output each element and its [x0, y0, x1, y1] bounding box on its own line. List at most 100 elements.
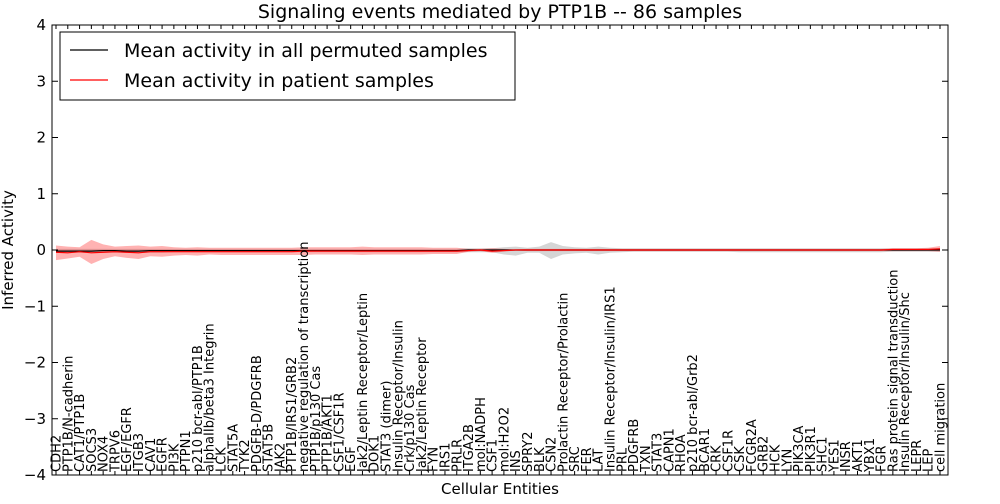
- xtick-label-59: FCGR2A: [745, 419, 760, 472]
- xtick-label-66: YES1: [827, 439, 842, 473]
- xtick-label-18: STAT5B: [262, 424, 277, 472]
- xtick-label-45: FER: [580, 447, 595, 472]
- xtick-label-15: STAT5A: [226, 424, 241, 472]
- xtick-label-9: EGFR: [156, 437, 171, 472]
- xtick-label-39: INS: [509, 450, 524, 472]
- xtick-label-21: negative regulation of transcription: [297, 241, 312, 472]
- xtick-label-69: YBX1: [863, 438, 878, 473]
- xtick-label-73: LEPR: [910, 440, 925, 472]
- xtick-label-10: PI3K: [167, 443, 182, 472]
- xtick-label-36: mol:NADPH: [474, 397, 489, 472]
- xtick-label-29: Insulin Receptor/Insulin: [391, 320, 406, 472]
- ytick-label-4: 0: [36, 241, 46, 259]
- legend-label-permuted: Mean activity in all permuted samples: [124, 40, 487, 62]
- xtick-label-12: p210 bcr-abl/PTP1B: [191, 345, 206, 472]
- xtick-label-54: p210 bcr-abl/Grb2: [686, 354, 701, 472]
- xtick-label-8: CAV1: [144, 438, 159, 472]
- xtick-label-63: PIK3CA: [792, 425, 807, 472]
- xtick-label-28: STAT3 (dimer): [380, 381, 395, 472]
- xtick-label-34: PRLR: [450, 439, 465, 472]
- x-axis-ticks: [55, 25, 941, 475]
- xtick-label-3: SOCS3: [85, 428, 100, 472]
- xtick-label-67: INSR: [839, 441, 854, 472]
- xtick-label-30: Crk/p130 Cas: [403, 384, 418, 472]
- xtick-label-65: SHC1: [816, 437, 831, 472]
- xtick-label-20: PTP1B/IRS1/GRB2: [285, 357, 300, 472]
- xtick-label-62: LYN: [780, 449, 795, 472]
- xtick-label-61: HCK: [768, 444, 783, 472]
- xtick-label-37: CSF1: [486, 439, 501, 472]
- xtick-label-43: Prolactin Receptor/Prolactin: [556, 293, 571, 472]
- band-series-1: [56, 239, 940, 265]
- xtick-label-27: DOK1: [368, 435, 383, 472]
- xtick-label-48: PRL: [615, 447, 630, 472]
- xtick-label-53: RHOA: [674, 434, 689, 472]
- xtick-label-32: FYN: [427, 447, 442, 472]
- xtick-label-72: Insulin Receptor/Insulin/Shc: [898, 292, 913, 472]
- xtick-label-44: SRC: [568, 446, 583, 472]
- xtick-label-33: IRS1: [438, 443, 453, 472]
- x-tick-labels: CDH2PTP1B/N-cadherinCAT1/PTP1BSOCS3NOX4T…: [50, 241, 949, 473]
- xtick-label-56: CRK: [710, 445, 725, 472]
- xtick-label-25: EGF: [344, 446, 359, 472]
- xtick-label-60: GRB2: [757, 436, 772, 472]
- xtick-label-35: ITGA2B: [462, 424, 477, 472]
- xtick-label-38: mol:H2O2: [497, 407, 512, 472]
- xtick-label-2: CAT1/PTP1B: [73, 394, 88, 472]
- x-axis-label: Cellular Entities: [441, 480, 559, 498]
- xtick-label-51: STAT3: [651, 433, 666, 472]
- chart-title: Signaling events mediated by PTP1B -- 86…: [258, 1, 742, 23]
- xtick-label-24: CSF1/CSF1R: [332, 392, 347, 472]
- legend-label-patient: Mean activity in patient samples: [124, 70, 434, 92]
- xtick-label-64: PIK3R1: [804, 426, 819, 472]
- xtick-label-16: TYK2: [238, 439, 253, 473]
- xtick-label-31: Jak2/Leptin Receptor: [415, 337, 430, 473]
- legend-box: [59, 31, 516, 101]
- xtick-label-74: LEP: [922, 449, 937, 472]
- xtick-label-47: Insulin Receptor/Insulin/IRS1: [603, 286, 618, 472]
- xtick-label-13: alphaIIb/beta3 Integrin: [203, 323, 218, 472]
- ytick-label-2: −2: [24, 354, 46, 372]
- xtick-label-17: PDGFB-D/PDGFRB: [250, 355, 265, 472]
- y-axis-label: Inferred Activity: [0, 190, 17, 310]
- ytick-label-7: 3: [36, 72, 46, 90]
- xtick-label-58: CSK: [733, 446, 748, 472]
- y-axis-ticks: −4 −3 −2 −1 0 1 2 3 4: [24, 16, 948, 484]
- xtick-label-46: LAT: [592, 449, 607, 472]
- xtick-label-22: PTP1B/p130 Cas: [309, 366, 324, 472]
- xtick-label-52: CAPN1: [662, 428, 677, 472]
- xtick-label-7: ITGB3: [132, 433, 147, 472]
- xtick-label-19: JAK2: [273, 443, 288, 473]
- xtick-label-26: Jak2/Leptin Receptor/Leptin: [356, 293, 371, 473]
- xtick-label-49: PDGFRB: [627, 419, 642, 472]
- ytick-label-6: 2: [36, 129, 46, 147]
- legend: Mean activity in all permuted samples Me…: [59, 31, 516, 101]
- line-series-1: [55, 248, 941, 254]
- xtick-label-0: CDH2: [50, 435, 65, 472]
- xtick-label-75: cell migration: [934, 383, 949, 472]
- ytick-label-0: −4: [24, 466, 46, 484]
- xtick-label-4: NOX4: [97, 436, 112, 472]
- xtick-label-1: PTP1B/N-cadherin: [61, 356, 76, 472]
- xtick-label-41: BLK: [533, 447, 548, 472]
- xtick-label-68: AKT1: [851, 439, 866, 472]
- ytick-label-3: −1: [24, 297, 46, 315]
- ytick-label-5: 1: [36, 185, 46, 203]
- ytick-label-1: −3: [24, 410, 46, 428]
- xtick-label-42: CSN2: [545, 437, 560, 472]
- xtick-label-11: PTPN1: [179, 430, 194, 472]
- xtick-label-71: Ras protein signal transduction: [886, 269, 901, 472]
- xtick-label-55: BCAR1: [698, 428, 713, 472]
- xtick-label-5: TRPV6: [108, 430, 123, 473]
- series-lines: [55, 248, 941, 254]
- xtick-label-6: EGF/EGFR: [120, 407, 135, 472]
- xtick-label-57: CSF1R: [721, 430, 736, 472]
- xtick-label-50: TXN: [639, 445, 654, 473]
- xtick-label-23: PTP1B/AKT1: [321, 394, 336, 472]
- xtick-label-14: LCK: [215, 447, 230, 472]
- xtick-label-40: SPRY2: [521, 431, 536, 472]
- ytick-label-8: 4: [36, 16, 46, 34]
- xtick-label-70: FGR: [875, 445, 890, 472]
